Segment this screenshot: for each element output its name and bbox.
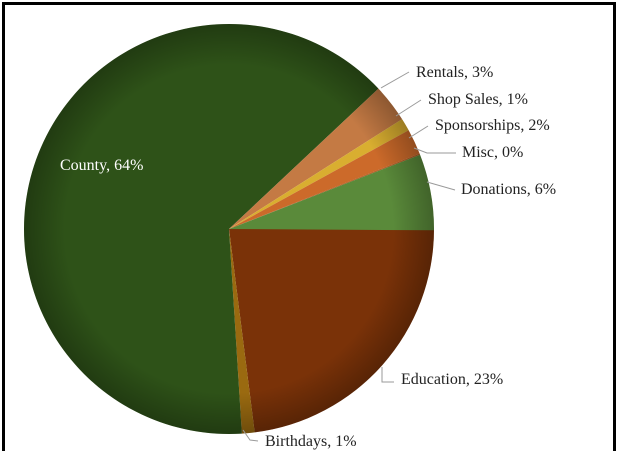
label-misc: Misc, 0% [462,144,523,161]
leader-misc [413,147,456,154]
label-county: County, 64% [60,157,143,174]
leader-shop-sales [395,99,422,117]
leader-education [381,367,394,383]
pie-slice-education [229,229,434,433]
label-rentals: Rentals, 3% [416,64,493,81]
label-donations: Donations, 6% [461,181,556,198]
leader-sponsorships [408,125,429,139]
label-birthdays: Birthdays, 1% [265,433,357,450]
leader-rentals [380,71,410,89]
label-education: Education, 23% [401,371,503,388]
label-sponsorships: Sponsorships, 2% [435,117,550,134]
label-shop-sales: Shop Sales, 1% [428,91,528,108]
leader-birthdays [242,429,259,442]
leader-donations [426,181,456,191]
